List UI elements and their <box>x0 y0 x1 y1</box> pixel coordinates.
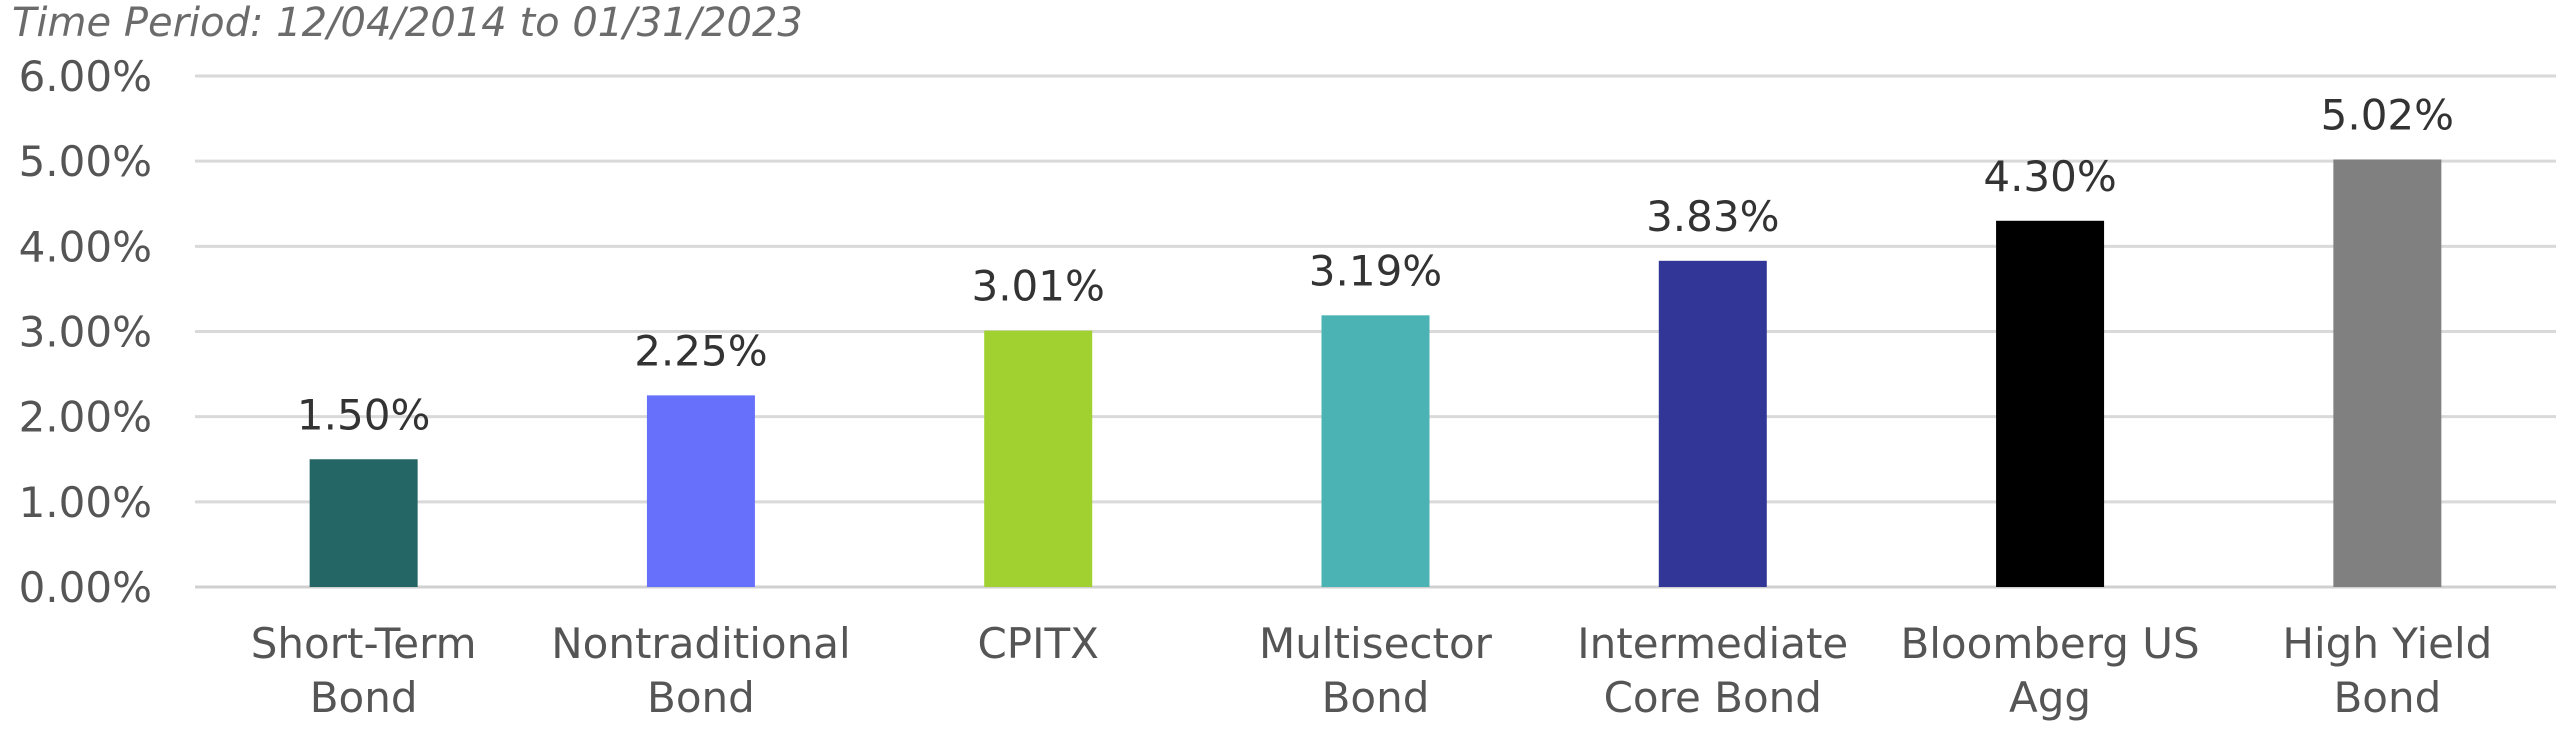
bar <box>1658 260 1767 587</box>
x-tick-label-line: Intermediate <box>1577 619 1848 668</box>
y-tick-label: 5.00% <box>19 137 152 186</box>
x-tick-label: Bloomberg US Agg <box>1900 619 2199 722</box>
bar <box>2333 159 2442 588</box>
x-tick-label-line: Core Bond <box>1604 673 1822 722</box>
data-labels: 1.50% 2.25% 3.01% 3.19% 3.83% 4.30% 5.02% <box>297 90 2454 439</box>
y-tick-label: 0.00% <box>19 563 152 612</box>
y-axis-tick-labels: 0.00% 1.00% 2.00% 3.00% 4.00% 5.00% 6.00% <box>19 52 152 612</box>
chart-subtitle: Time Period: 12/04/2014 to 01/31/2023 <box>12 0 803 46</box>
x-tick-label: Short-Term Bond <box>251 619 477 722</box>
x-tick-label-line: Short-Term <box>251 619 477 668</box>
x-tick-label-line: Bond <box>2333 673 2441 722</box>
data-label: 3.01% <box>971 262 1104 311</box>
x-tick-label-line: CPITX <box>977 619 1098 668</box>
x-tick-label-line: Bond <box>1322 673 1430 722</box>
x-tick-label-line: Multisector <box>1259 619 1493 668</box>
data-label: 3.19% <box>1309 246 1442 295</box>
x-tick-label: Nontraditional Bond <box>551 619 850 722</box>
bar <box>646 395 755 587</box>
y-tick-label: 3.00% <box>19 308 152 357</box>
bar <box>309 459 418 587</box>
bars <box>309 159 2442 588</box>
y-tick-label: 4.00% <box>19 222 152 271</box>
data-label: 2.25% <box>634 326 767 375</box>
x-tick-label: CPITX <box>977 619 1098 668</box>
bar <box>984 330 1093 587</box>
x-tick-label-line: Nontraditional <box>551 619 850 668</box>
x-tick-label-line: Bond <box>310 673 418 722</box>
data-label: 4.30% <box>1983 152 2116 201</box>
x-tick-label-line: High Yield <box>2282 619 2492 668</box>
x-tick-label-line: Agg <box>2009 673 2091 722</box>
data-label: 5.02% <box>2321 90 2454 139</box>
y-tick-label: 2.00% <box>19 393 152 442</box>
data-label: 1.50% <box>297 390 430 439</box>
y-tick-label: 1.00% <box>19 478 152 527</box>
data-label: 3.83% <box>1646 192 1779 241</box>
x-tick-label: Multisector Bond <box>1259 619 1493 722</box>
x-tick-label: Intermediate Core Bond <box>1577 619 1848 722</box>
bar <box>1321 315 1430 587</box>
x-tick-label-line: Bloomberg US <box>1900 619 2199 668</box>
y-tick-label: 6.00% <box>19 52 152 101</box>
x-tick-label: High Yield Bond <box>2282 619 2492 722</box>
bar <box>1996 220 2105 588</box>
x-axis-tick-labels: Short-Term Bond Nontraditional Bond CPITX Mul… <box>251 619 2493 722</box>
x-tick-label-line: Bond <box>647 673 755 722</box>
